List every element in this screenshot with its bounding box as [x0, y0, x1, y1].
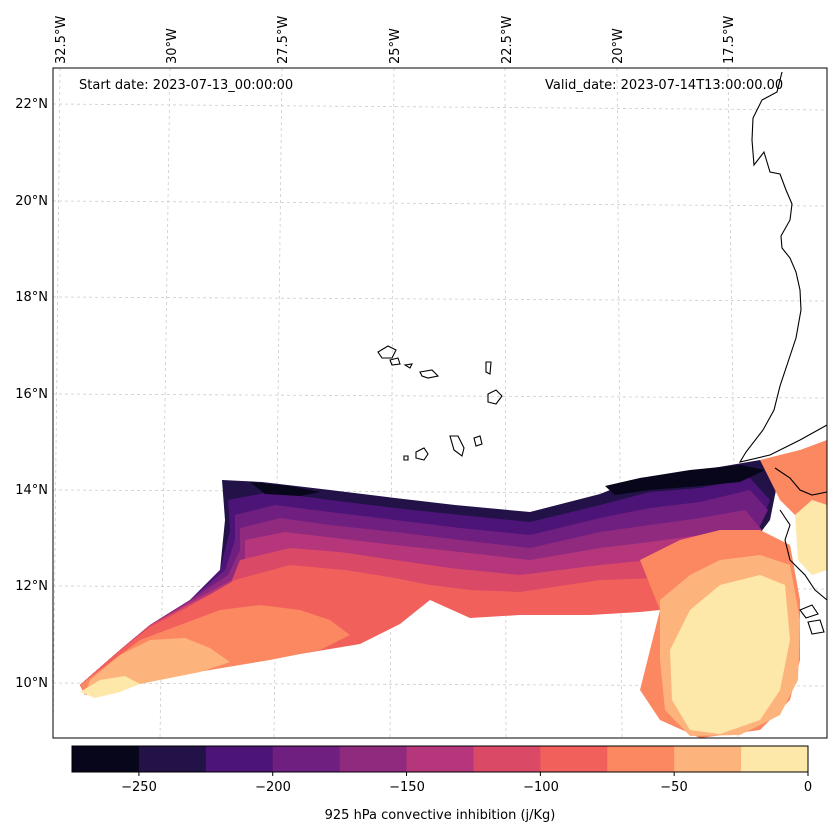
cin-band-neg25-0-east	[670, 575, 790, 734]
colorbar-tick-neg200: −200	[255, 780, 291, 795]
colorbar-tick-neg150: −150	[389, 780, 425, 795]
cin-band-strong-north	[605, 465, 765, 495]
colorbar-swatch-0	[72, 746, 140, 772]
cape-verde-santiago	[449, 435, 465, 457]
lon-label-30w: 30°W	[165, 28, 180, 64]
lat-label-14n: 14°N	[15, 483, 48, 498]
cape-verde-boa-vista	[487, 389, 503, 405]
bissagos-islands-2	[807, 619, 825, 635]
cin-band-coastal-peak	[795, 500, 827, 575]
cape-verde-sal	[485, 361, 492, 375]
lat-label-12n: 12°N	[15, 579, 48, 594]
guinea-bissau-coast	[779, 509, 828, 601]
colorbar-tick-neg50: −50	[660, 780, 688, 795]
colorbar-swatch-6	[473, 746, 541, 772]
colorbar-swatch-7	[540, 746, 608, 772]
lat-label-22n: 22°N	[15, 97, 48, 112]
colorbar-tick-neg100: −100	[523, 780, 559, 795]
lat-label-20n: 20°N	[15, 194, 48, 209]
cape-verde-sao-nicolau	[419, 369, 440, 379]
cape-verde-brava	[403, 455, 409, 461]
lat-label-18n: 18°N	[15, 290, 48, 305]
colorbar-label: 925 hPa convective inhibition (j/Kg)	[324, 808, 556, 823]
valid-date-label: Valid_date: 2023-07-14T13:00:00.00	[545, 78, 784, 93]
bissagos-islands	[799, 604, 819, 619]
cape-verde-santo-antao	[377, 345, 397, 359]
coastlines	[377, 71, 828, 635]
cin-band-coastal-edge	[760, 440, 827, 515]
cin-filled-contours	[80, 440, 827, 738]
colorbar-swatch-10	[741, 746, 809, 772]
colorbar-swatch-5	[406, 746, 474, 772]
colorbar-swatch-4	[339, 746, 408, 772]
colorbar-tick-marks	[138, 772, 809, 776]
africa-coastline	[738, 71, 828, 463]
colorbar-swatch-2	[205, 746, 274, 772]
lat-label-10n: 10°N	[15, 676, 48, 691]
cin-band-neg25-0	[80, 676, 140, 698]
cape-verde-fogo	[415, 447, 429, 461]
gambia-border	[774, 467, 828, 496]
lon-label-17-5w: 17.5°W	[722, 15, 737, 64]
cin-band-strong-west	[250, 482, 320, 496]
lon-label-32-5w: 32.5°W	[54, 15, 69, 64]
colorbar-swatch-1	[138, 746, 207, 772]
colorbar-swatch-3	[272, 746, 341, 772]
colorbar-swatch-9	[674, 746, 742, 772]
map-frame	[52, 67, 828, 739]
start-date-label: Start date: 2023-07-13_00:00:00	[79, 78, 294, 93]
lon-label-25w: 25°W	[388, 28, 403, 64]
cape-verde-santa-luzia	[403, 363, 413, 369]
colorbar-tick-neg250: −250	[121, 780, 157, 795]
lon-label-27-5w: 27.5°W	[276, 15, 291, 64]
lon-label-22-5w: 22.5°W	[500, 15, 515, 64]
colorbar-frame	[71, 745, 809, 773]
lat-label-16n: 16°N	[15, 387, 48, 402]
colorbar-tick-0: 0	[803, 780, 813, 795]
lon-label-20w: 20°W	[611, 28, 626, 64]
cape-verde-sao-vicente	[389, 357, 401, 366]
colorbar-swatches	[72, 746, 809, 772]
cape-verde-maio	[473, 435, 483, 447]
colorbar-swatch-8	[607, 746, 675, 772]
